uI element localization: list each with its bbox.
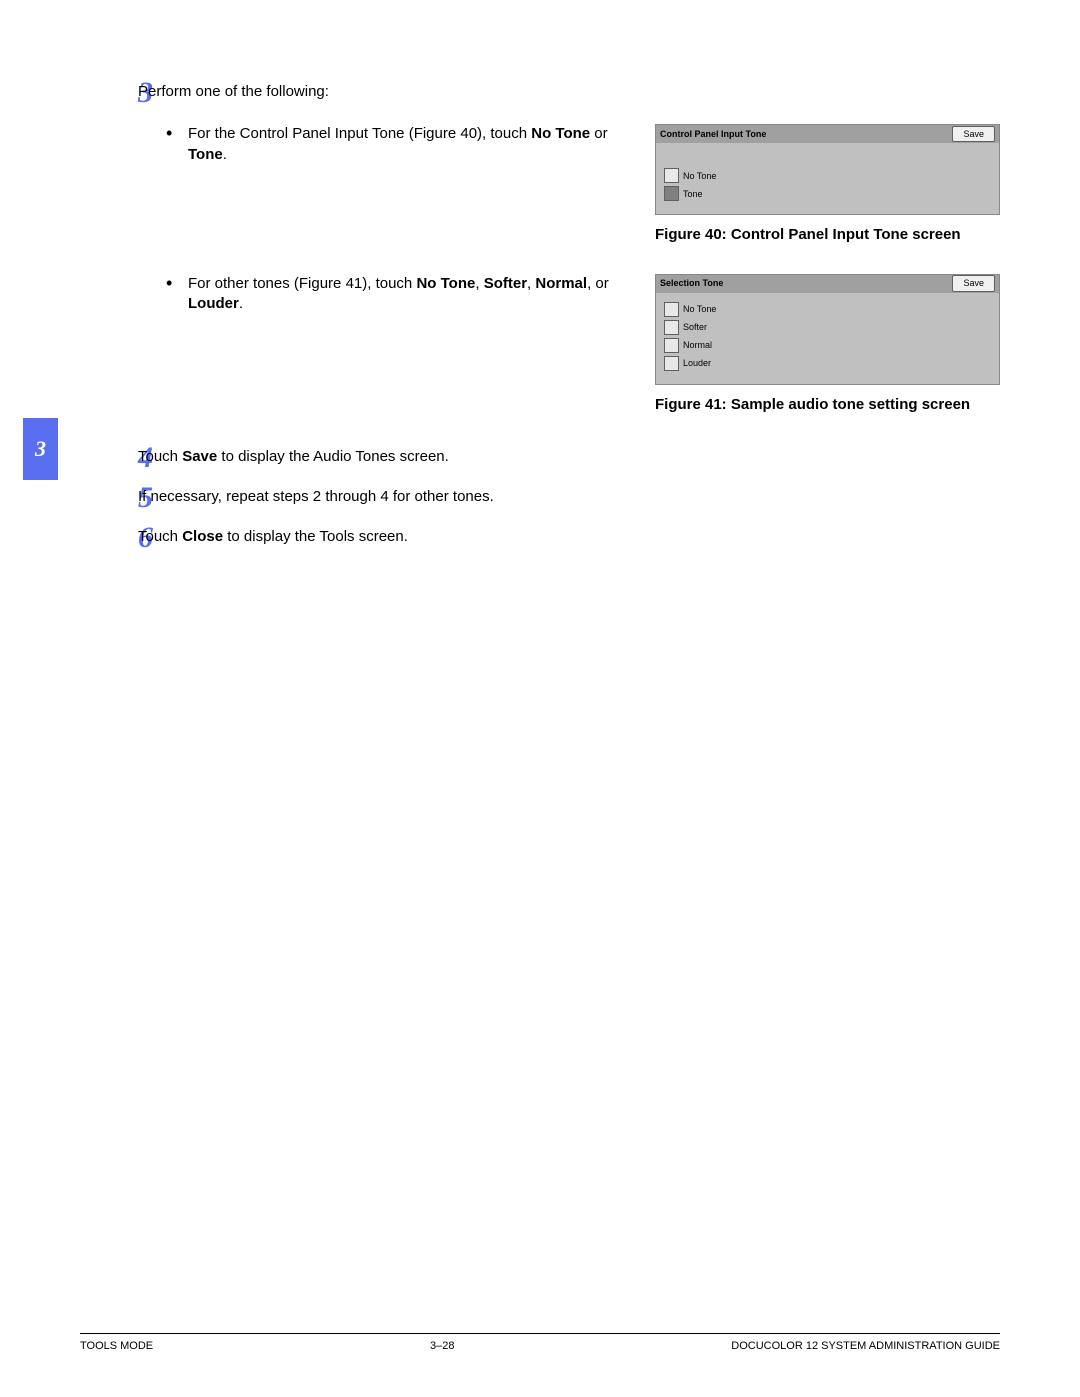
option-box-icon [664,186,679,201]
option-box-icon [664,338,679,353]
footer-right: DOCUCOLOR 12 SYSTEM ADMINISTRATION GUIDE [731,1340,1000,1352]
option-box-icon [664,320,679,335]
panel-input-tone: Control Panel Input Tone Save No Tone To… [655,124,1000,215]
option-label: No Tone [683,170,716,182]
bullet-1-text: For the Control Panel Input Tone (Figure… [188,124,631,165]
option-softer[interactable]: Softer [664,320,991,335]
save-button[interactable]: Save [952,126,995,142]
option-label: No Tone [683,303,716,315]
step-6-text: Touch Close to display the Tools screen. [138,523,1000,547]
page-footer: TOOLS MODE 3–28 DOCUCOLOR 12 SYSTEM ADMI… [80,1333,1000,1352]
figure-41-caption: Figure 41: Sample audio tone setting scr… [655,395,1000,415]
figure-40-caption: Figure 40: Control Panel Input Tone scre… [655,225,1000,245]
panel-header: Selection Tone Save [656,275,999,293]
option-box-icon [664,302,679,317]
bullet-2-text: For other tones (Figure 41), touch No To… [188,274,631,315]
option-label: Softer [683,321,707,333]
step-number: 6 [80,523,138,553]
panel-title: Control Panel Input Tone [660,128,766,140]
step-number: 4 [80,443,138,473]
option-label: Louder [683,357,711,369]
chapter-tab-number: 3 [35,436,46,462]
option-tone[interactable]: Tone [664,186,991,201]
step-3: 3 Perform one of the following: • For th… [80,78,1000,415]
step-5: 5 If necessary, repeat steps 2 through 4… [80,483,1000,513]
chapter-tab: 3 [23,418,58,480]
panel-selection-tone: Selection Tone Save No Tone Softer [655,274,1000,385]
save-button[interactable]: Save [952,275,995,291]
step-number: 3 [80,78,138,108]
step-3-text: Perform one of the following: [138,82,1000,102]
bullet-dot: • [166,274,188,315]
option-box-icon [664,168,679,183]
bullet-dot: • [166,124,188,165]
step-4: 4 Touch Save to display the Audio Tones … [80,443,1000,473]
option-normal[interactable]: Normal [664,338,991,353]
option-no-tone[interactable]: No Tone [664,302,991,317]
step-5-text: If necessary, repeat steps 2 through 4 f… [138,483,498,507]
step-number: 5 [80,483,138,513]
option-no-tone[interactable]: No Tone [664,168,991,183]
panel-title: Selection Tone [660,277,723,289]
option-label: Normal [683,339,712,351]
bullet-1: • For the Control Panel Input Tone (Figu… [166,124,631,165]
panel-header: Control Panel Input Tone Save [656,125,999,143]
footer-left: TOOLS MODE [80,1340,153,1352]
option-label: Tone [683,188,703,200]
step-4-text: Touch Save to display the Audio Tones sc… [138,443,1000,467]
option-louder[interactable]: Louder [664,356,991,371]
bullet-2: • For other tones (Figure 41), touch No … [166,274,631,315]
option-box-icon [664,356,679,371]
step-6: 6 Touch Close to display the Tools scree… [80,523,1000,553]
footer-center: 3–28 [430,1340,454,1352]
